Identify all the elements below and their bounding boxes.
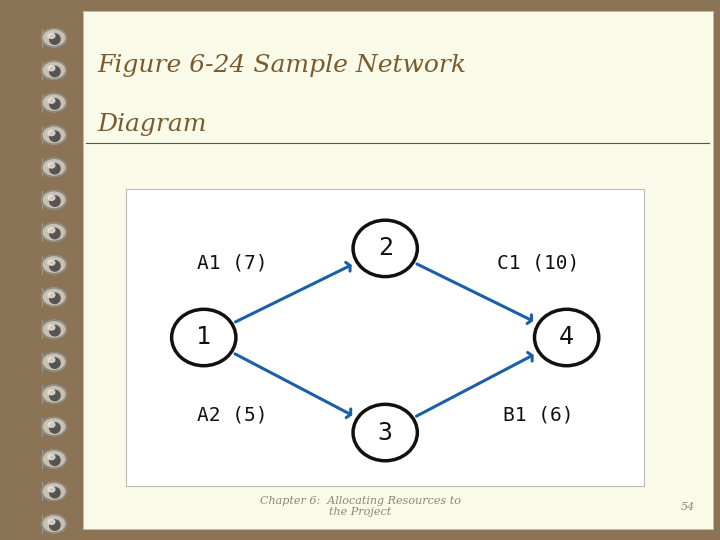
Circle shape [48,163,55,168]
Circle shape [48,131,55,136]
Text: 3: 3 [378,421,392,444]
Circle shape [42,417,66,436]
Circle shape [42,223,66,241]
Text: Figure 6-24 Sample Network: Figure 6-24 Sample Network [97,54,467,77]
Circle shape [48,487,55,492]
Text: 1: 1 [197,326,211,349]
Circle shape [42,385,66,403]
Ellipse shape [50,390,60,401]
Text: A2 (5): A2 (5) [197,405,268,424]
Ellipse shape [50,196,60,206]
Circle shape [48,228,55,233]
Circle shape [42,158,66,177]
Ellipse shape [353,220,418,276]
Circle shape [48,455,55,460]
Circle shape [42,191,66,209]
Circle shape [42,320,66,339]
Text: B1 (6): B1 (6) [503,405,573,424]
Ellipse shape [50,293,60,303]
Ellipse shape [534,309,599,366]
Ellipse shape [50,326,60,336]
Circle shape [48,98,55,103]
Ellipse shape [50,66,60,77]
Ellipse shape [50,164,60,174]
Text: 54: 54 [680,502,695,511]
Text: C1 (10): C1 (10) [497,254,580,273]
Circle shape [48,325,55,330]
Text: 4: 4 [559,326,574,349]
Circle shape [48,422,55,427]
Circle shape [48,33,55,38]
Text: Diagram: Diagram [97,113,207,137]
Ellipse shape [50,131,60,141]
Ellipse shape [50,99,60,109]
Circle shape [48,390,55,395]
Circle shape [48,357,55,362]
Circle shape [42,353,66,371]
Circle shape [42,61,66,79]
Text: A1 (7): A1 (7) [197,254,268,273]
Circle shape [42,515,66,533]
Ellipse shape [171,309,236,366]
Circle shape [42,126,66,144]
Circle shape [42,255,66,274]
Circle shape [42,482,66,501]
Ellipse shape [50,34,60,44]
Text: 2: 2 [378,237,392,260]
Ellipse shape [50,520,60,530]
Circle shape [48,519,55,524]
Ellipse shape [353,404,418,461]
Bar [83,11,713,529]
Circle shape [42,29,66,47]
Ellipse shape [50,358,60,368]
Ellipse shape [50,488,60,498]
Circle shape [42,450,66,468]
Bar [126,189,644,486]
Circle shape [48,66,55,71]
Text: Chapter 6:  Allocating Resources to
the Project: Chapter 6: Allocating Resources to the P… [259,496,461,517]
Circle shape [48,260,55,265]
Ellipse shape [50,423,60,433]
Circle shape [48,195,55,200]
Ellipse shape [50,261,60,271]
Circle shape [42,288,66,306]
Circle shape [48,293,55,298]
Ellipse shape [50,228,60,239]
Ellipse shape [50,455,60,465]
Circle shape [42,93,66,112]
